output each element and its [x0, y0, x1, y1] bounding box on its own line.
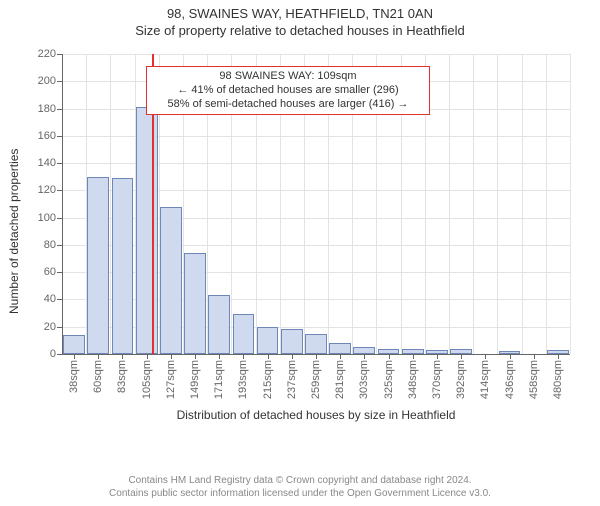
histogram-bar: [257, 327, 279, 354]
x-tick-label: 38sqm: [68, 360, 80, 393]
y-tick-label: 220: [38, 48, 56, 60]
x-tick-label: 303sqm: [358, 360, 370, 399]
x-tick-label: 348sqm: [407, 360, 419, 399]
x-tick-label: 237sqm: [286, 360, 298, 399]
x-tick-label: 370sqm: [431, 360, 443, 399]
gridline-v: [546, 54, 547, 354]
x-tick-label: 436sqm: [504, 360, 516, 399]
x-tick-label: 281sqm: [334, 360, 346, 399]
x-axis-label: Distribution of detached houses by size …: [62, 408, 570, 422]
annotation-callout: 98 SWAINES WAY: 109sqm← 41% of detached …: [146, 66, 430, 115]
x-tick-label: 392sqm: [455, 360, 467, 399]
y-tick-label: 160: [38, 130, 56, 142]
annotation-line: 58% of semi-detached houses are larger (…: [153, 98, 423, 112]
histogram-bar: [233, 314, 255, 354]
x-tick-label: 325sqm: [383, 360, 395, 399]
y-tick-label: 0: [50, 348, 56, 360]
x-tick-label: 259sqm: [310, 360, 322, 399]
x-tick-label: 105sqm: [141, 360, 153, 399]
x-axis-line: [62, 354, 570, 355]
x-tick-label: 83sqm: [116, 360, 128, 393]
gridline-h: [62, 54, 570, 55]
histogram-bar: [184, 253, 206, 354]
x-tick-label: 215sqm: [262, 360, 274, 399]
histogram-bar: [87, 177, 109, 354]
histogram-bar: [136, 107, 158, 354]
x-tick-label: 60sqm: [92, 360, 104, 393]
histogram-bar: [208, 295, 230, 354]
y-axis-line: [62, 54, 63, 354]
x-tick-label: 149sqm: [189, 360, 201, 399]
y-tick-label: 180: [38, 103, 56, 115]
histogram-bar: [112, 178, 134, 354]
gridline-v: [570, 54, 571, 354]
y-tick-label: 200: [38, 75, 56, 87]
histogram-bar: [281, 329, 303, 354]
attribution-footer: Contains HM Land Registry data © Crown c…: [0, 474, 600, 500]
x-tick-label: 127sqm: [165, 360, 177, 399]
annotation-line: 98 SWAINES WAY: 109sqm: [153, 70, 423, 84]
footer-line1: Contains HM Land Registry data © Crown c…: [0, 474, 600, 487]
histogram-bar: [160, 207, 182, 354]
y-tick-label: 120: [38, 184, 56, 196]
histogram-bar: [305, 334, 327, 354]
y-tick-label: 80: [44, 239, 56, 251]
x-tick-label: 193sqm: [237, 360, 249, 399]
y-tick-label: 100: [38, 212, 56, 224]
x-tick-label: 480sqm: [552, 360, 564, 399]
footer-line2: Contains public sector information licen…: [0, 487, 600, 500]
chart-title-block: 98, SWAINES WAY, HEATHFIELD, TN21 0AN Si…: [0, 6, 600, 38]
x-tick-label: 171sqm: [213, 360, 225, 399]
histogram-bar: [63, 335, 85, 354]
y-tick-label: 60: [44, 266, 56, 278]
y-tick-label: 20: [44, 321, 56, 333]
histogram-bar: [329, 343, 351, 354]
plot-region: 02040608010012014016018020022038sqm60sqm…: [62, 54, 570, 354]
title-subtitle: Size of property relative to detached ho…: [0, 23, 600, 38]
histogram-bar: [353, 347, 375, 354]
gridline-v: [497, 54, 498, 354]
y-tick-label: 40: [44, 293, 56, 305]
gridline-v: [449, 54, 450, 354]
x-tick-label: 458sqm: [528, 360, 540, 399]
title-address: 98, SWAINES WAY, HEATHFIELD, TN21 0AN: [0, 6, 600, 21]
gridline-v: [522, 54, 523, 354]
gridline-v: [473, 54, 474, 354]
x-tick-label: 414sqm: [479, 360, 491, 399]
y-tick-label: 140: [38, 157, 56, 169]
chart-area: 0 20 40 60 80 100 120 140 160 180 200 220 38sqm 60sqm…: [0, 46, 600, 446]
y-axis-label: Number of detached properties: [7, 149, 21, 314]
annotation-line: ← 41% of detached houses are smaller (29…: [153, 84, 423, 98]
